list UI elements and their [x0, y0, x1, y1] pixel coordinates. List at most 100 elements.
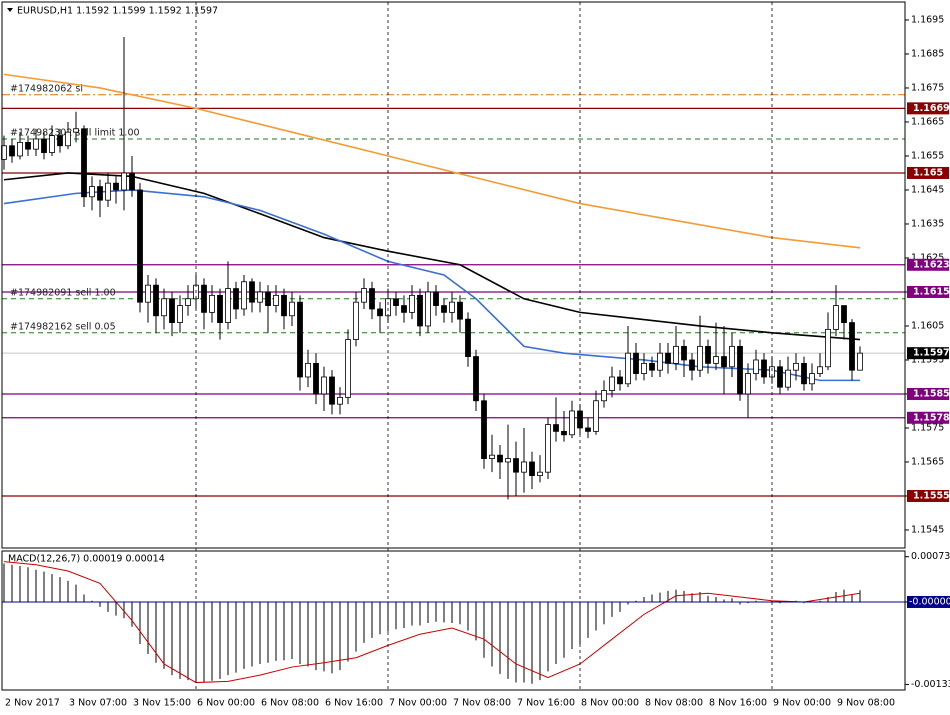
candle-body [705, 345, 711, 364]
x-tick-label: 7 Nov 08:00 [453, 698, 511, 709]
candle-body [89, 186, 95, 198]
candle-body [441, 305, 447, 313]
x-tick-label: 9 Nov 00:00 [773, 698, 831, 709]
candle-body [353, 301, 359, 340]
candle-body [641, 362, 647, 374]
candle-body [833, 305, 839, 330]
y-tick-label: -0.00133 [911, 679, 950, 690]
candle-body [73, 128, 79, 133]
y-tick-label: 1.1545 [911, 524, 944, 535]
y-tick-label: 1.1665 [911, 116, 944, 127]
candle-body [313, 362, 319, 395]
candle-body [713, 356, 719, 364]
y-tick-label: 1.1605 [911, 320, 944, 331]
candle-body [633, 352, 639, 374]
price-pane-border [1, 1, 906, 549]
candle-body [433, 291, 439, 306]
candle-body [345, 339, 351, 398]
candle-body [17, 141, 23, 157]
candle-body [593, 400, 599, 432]
candle-body [377, 308, 383, 317]
candle-body [273, 294, 279, 306]
candle-body [697, 345, 703, 371]
axis-labels: 1.1695 1.1685 1.1675 1.1665 1.1655 1.1645 1.16… [5, 14, 950, 709]
candle-body [337, 396, 343, 405]
candle-body [609, 376, 615, 391]
candle-body [289, 301, 295, 317]
level-label-bg [907, 166, 949, 179]
level-label: 1.1585 [913, 388, 950, 399]
menu-triangle[interactable] [7, 8, 13, 12]
candle-body [201, 284, 207, 313]
candle-body [169, 298, 175, 323]
candle-body [657, 352, 663, 371]
level-label: 1.1555 [913, 490, 950, 501]
price-pane: #174982062 sl #174982302 sell limit 1.00 #… [1, 36, 905, 500]
y-tick-label: 1.1685 [911, 48, 944, 59]
order-label: #174982091 sell 1.00 [10, 287, 116, 298]
candle-body [817, 366, 823, 374]
candle-body [321, 376, 327, 395]
candle-body [505, 458, 511, 463]
y-tick-label: 1.1565 [911, 456, 944, 467]
macd-pane [2, 561, 905, 684]
x-tick-label: 3 Nov 07:00 [69, 698, 127, 709]
candle-body [825, 328, 831, 368]
candle-body [809, 373, 815, 385]
candle-body [425, 291, 431, 327]
y-tick-label: 1.1695 [911, 14, 944, 25]
y-tick-label: 1.1595 [911, 354, 944, 365]
y-tick-label: 1.1635 [911, 218, 944, 229]
order-label: #174982302 sell limit 1.00 [10, 127, 140, 138]
moving-average [3, 73, 861, 249]
level-label-bg [907, 411, 949, 424]
candle-body [497, 454, 503, 463]
candle-body [457, 301, 463, 320]
candle-body [785, 369, 791, 388]
candle-body [161, 298, 167, 317]
x-tick-label: 6 Nov 16:00 [325, 698, 383, 709]
candle-body [225, 288, 231, 323]
level-label: 1.1669 [913, 103, 950, 114]
candle-body [761, 359, 767, 378]
level-label-bg [907, 285, 949, 298]
candle-body [57, 135, 63, 147]
candle-body [9, 145, 15, 157]
x-tick-label: 9 Nov 08:00 [837, 698, 895, 709]
candle-body [545, 424, 551, 473]
candle-body [473, 356, 479, 402]
x-tick-label: 7 Nov 00:00 [389, 698, 447, 709]
candle-body [521, 461, 527, 473]
candle-body [25, 141, 31, 150]
level-label-bg [907, 387, 949, 400]
candle-body [329, 376, 335, 405]
candle-body [281, 294, 287, 317]
moving-average [3, 189, 860, 382]
candle-body [449, 301, 455, 313]
y-tick-label: -0.00000 [909, 596, 950, 607]
macd-pane-border [1, 550, 906, 691]
x-tick-label: 8 Nov 08:00 [645, 698, 703, 709]
candle-body [481, 400, 487, 459]
candle-body [553, 424, 559, 432]
x-tick-label: 8 Nov 16:00 [709, 698, 767, 709]
candle-body [33, 138, 39, 150]
candle-body [393, 298, 399, 306]
candle-body [673, 345, 679, 364]
x-tick-label: 3 Nov 15:00 [133, 698, 191, 709]
bid-label: 1.1597 [913, 348, 950, 359]
candle-body [561, 430, 567, 436]
candle-body [137, 189, 143, 303]
candle-body [385, 298, 391, 317]
candle-body [217, 294, 223, 323]
order-label: #174982162 sell 0.05 [10, 321, 116, 332]
candle-body [233, 288, 239, 310]
candle-body [249, 281, 255, 303]
candle-body [737, 345, 743, 395]
candle-body [681, 345, 687, 361]
x-tick-label: 7 Nov 16:00 [517, 698, 575, 709]
candle-body [513, 458, 519, 473]
candle-body [209, 294, 215, 313]
level-label: 1.165 [913, 167, 943, 178]
